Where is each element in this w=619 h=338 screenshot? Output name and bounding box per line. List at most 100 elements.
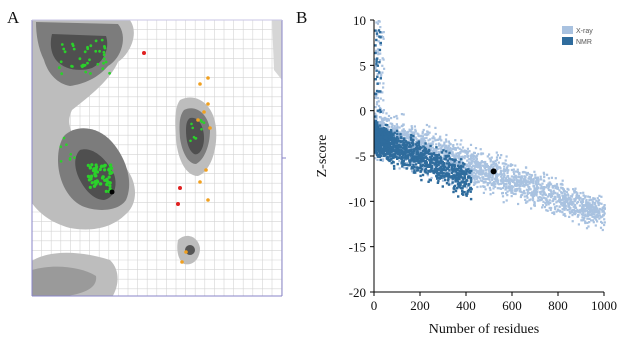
xray-point <box>484 163 487 166</box>
nmr-point <box>447 154 450 157</box>
xray-point <box>539 178 542 181</box>
xray-point <box>599 226 603 229</box>
nmr-point <box>436 175 439 179</box>
nmr-point <box>414 171 417 174</box>
xray-point <box>510 191 513 194</box>
nmr-point <box>375 141 378 144</box>
nmr-point <box>382 154 386 158</box>
xray-point <box>443 146 446 149</box>
xray-point <box>514 189 517 192</box>
xray-point <box>469 162 472 165</box>
xray-point <box>416 132 419 135</box>
xray-point <box>584 203 588 206</box>
nmr-point <box>374 51 377 55</box>
nmr-point <box>425 151 429 154</box>
legend-swatch <box>562 26 573 34</box>
xray-point <box>475 169 478 172</box>
nmr-point <box>452 190 455 194</box>
nmr-point <box>375 59 378 62</box>
nmr-point <box>468 169 472 173</box>
nmr-point <box>437 179 440 183</box>
xray-point <box>595 199 598 202</box>
xray-point <box>561 204 564 207</box>
xray-point <box>603 223 606 227</box>
nmr-point <box>409 148 412 152</box>
xray-point <box>411 170 414 173</box>
xray-point <box>401 132 404 135</box>
nmr-point <box>404 146 407 149</box>
nmr-point <box>415 152 418 156</box>
nmr-point <box>448 157 451 160</box>
xray-point <box>470 171 473 174</box>
xray-point <box>470 157 473 160</box>
xray-point <box>553 203 556 206</box>
xray-point <box>423 137 426 140</box>
xray-point <box>413 125 416 128</box>
xray-point <box>601 206 605 209</box>
nmr-point <box>442 162 446 165</box>
xray-point <box>532 190 535 193</box>
xray-point <box>387 119 390 122</box>
xray-point <box>596 220 599 223</box>
xray-point <box>495 158 499 161</box>
xray-point <box>452 154 455 157</box>
nmr-point <box>458 173 461 176</box>
xray-point <box>528 180 531 183</box>
xray-point <box>593 213 596 216</box>
xray-point <box>541 190 544 193</box>
residue-point <box>180 260 184 264</box>
residue-point <box>107 175 111 179</box>
xray-point <box>593 215 596 218</box>
xray-point <box>445 146 448 149</box>
xray-point <box>380 73 383 76</box>
nmr-point <box>376 75 379 78</box>
nmr-point <box>375 89 379 93</box>
nmr-point <box>417 140 421 143</box>
xray-point <box>495 156 499 159</box>
xray-point <box>413 146 416 149</box>
nmr-point <box>382 144 385 147</box>
xray-point <box>403 132 406 135</box>
xray-point <box>525 201 528 204</box>
residue-point <box>102 57 106 61</box>
xray-point <box>545 209 548 212</box>
xray-point <box>519 195 522 199</box>
xray-point <box>571 208 574 212</box>
xray-point <box>496 154 499 157</box>
xray-point <box>573 191 576 194</box>
xray-point <box>379 75 383 78</box>
nmr-point <box>461 165 465 168</box>
xray-point <box>381 71 384 74</box>
xray-point <box>484 181 487 184</box>
xray-point <box>542 200 545 203</box>
xray-point <box>568 206 571 209</box>
xray-point <box>509 163 512 166</box>
xray-point <box>535 192 538 195</box>
residue-point <box>202 121 206 125</box>
xray-point <box>465 186 468 189</box>
nmr-point <box>436 173 440 176</box>
xray-point <box>527 188 531 191</box>
xray-point <box>532 191 535 194</box>
nmr-point <box>398 144 402 147</box>
xray-point <box>583 204 586 207</box>
xray-point <box>578 197 581 200</box>
xray-point <box>546 209 549 212</box>
y-tick-label: 5 <box>360 58 367 73</box>
xray-point <box>528 199 531 202</box>
xray-point <box>554 187 557 190</box>
nmr-point <box>424 150 427 153</box>
nmr-point <box>460 176 464 179</box>
nmr-point <box>418 160 421 163</box>
nmr-point <box>421 149 425 153</box>
xray-point <box>480 170 483 173</box>
nmr-point <box>388 137 392 141</box>
residue-point <box>81 63 85 67</box>
nmr-point <box>437 153 441 157</box>
residue-point <box>108 184 112 188</box>
xray-point <box>445 133 448 137</box>
xray-point <box>442 144 445 147</box>
xray-point <box>391 122 394 125</box>
xray-point <box>550 183 553 186</box>
xray-point <box>536 179 539 182</box>
